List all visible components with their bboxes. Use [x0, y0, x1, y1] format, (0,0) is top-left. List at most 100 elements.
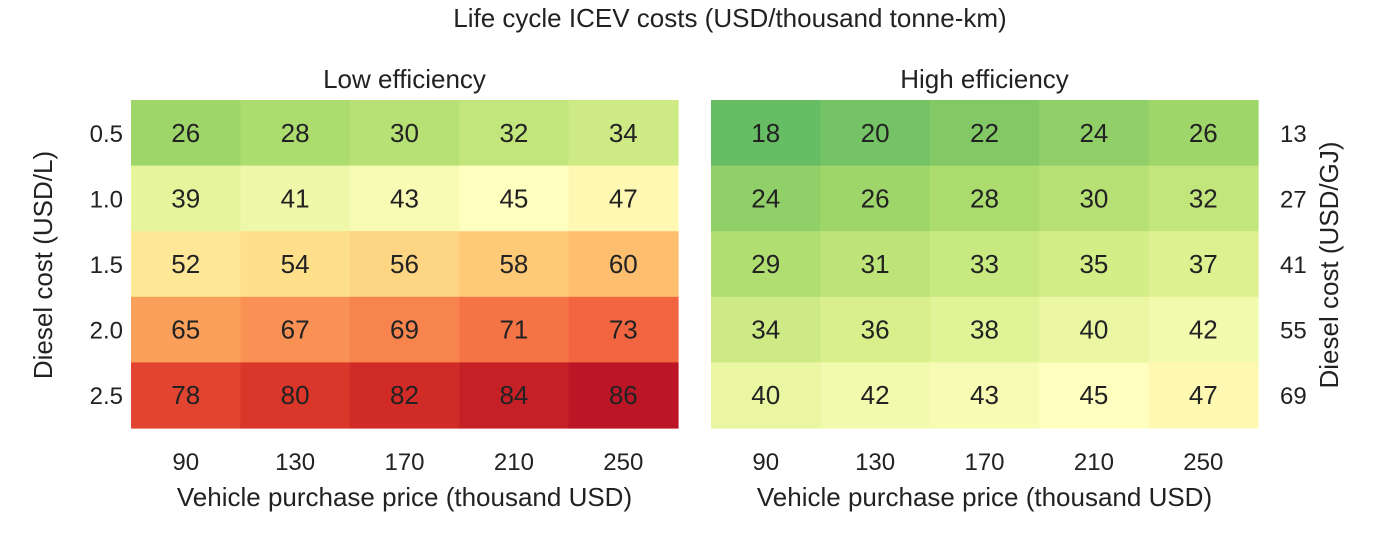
cell-value-label: 60 [609, 249, 638, 279]
heatmap-cell [1039, 296, 1150, 363]
x-tick-label: 170 [964, 449, 1004, 476]
cell-value-label: 43 [970, 380, 999, 410]
x-tick-label: 250 [1183, 449, 1223, 476]
cell-value-label: 24 [1079, 118, 1108, 148]
heatmap-cell [459, 231, 570, 298]
right-y-tick-label: 13 [1280, 121, 1307, 148]
right-y-axis-label: Diesel cost (USD/GJ) [1314, 141, 1344, 388]
heatmap-cell [349, 165, 460, 232]
cell-value-label: 82 [390, 380, 419, 410]
cell-value-label: 42 [861, 380, 890, 410]
cell-value-label: 40 [1079, 315, 1108, 345]
heatmap-cell [1039, 231, 1150, 298]
heatmap-cell [1148, 362, 1259, 429]
left-y-tick-label: 1.5 [90, 252, 123, 279]
cell-value-label: 34 [751, 315, 780, 345]
cell-value-label: 38 [970, 315, 999, 345]
cell-value-label: 43 [390, 183, 419, 213]
cell-value-label: 40 [751, 380, 780, 410]
cell-value-label: 32 [1189, 183, 1218, 213]
heatmap-cell [711, 100, 821, 167]
heatmap-cell [929, 165, 1040, 232]
cell-value-label: 65 [171, 315, 200, 345]
cell-value-label: 42 [1189, 315, 1218, 345]
heatmap-cell [929, 231, 1040, 298]
cell-value-label: 26 [861, 183, 890, 213]
heatmap-cell [349, 100, 460, 167]
cell-value-label: 29 [751, 249, 780, 279]
cell-value-label: 52 [171, 249, 200, 279]
heatmap-cell [240, 231, 351, 298]
x-tick-label: 90 [752, 449, 779, 476]
heatmap-cell [1148, 165, 1259, 232]
left-y-tick-label: 1.0 [90, 186, 123, 213]
cell-value-label: 58 [499, 249, 528, 279]
heatmap-cell [568, 296, 679, 363]
cell-value-label: 26 [171, 118, 200, 148]
heatmap-cell [459, 362, 570, 429]
cell-value-label: 30 [390, 118, 419, 148]
left-y-tick-label: 0.5 [90, 121, 123, 148]
heatmap-cell [820, 100, 931, 167]
heatmap-cell [349, 296, 460, 363]
heatmap-cell [711, 231, 821, 298]
cell-value-label: 18 [751, 118, 780, 148]
cell-value-label: 35 [1079, 249, 1108, 279]
heatmap-cell [711, 362, 821, 429]
heatmap-cell [1039, 165, 1150, 232]
heatmap-cell [459, 296, 570, 363]
heatmap-cell [1039, 362, 1150, 429]
heatmap-cell [131, 362, 241, 429]
heatmap-cell [240, 165, 351, 232]
heatmap-cell [929, 362, 1040, 429]
right-y-tick-label: 69 [1280, 383, 1307, 410]
x-tick-label: 170 [384, 449, 424, 476]
cell-value-label: 84 [499, 380, 528, 410]
cell-value-label: 37 [1189, 249, 1218, 279]
heatmap-cell [131, 296, 241, 363]
cell-value-label: 69 [390, 315, 419, 345]
cell-value-label: 20 [861, 118, 890, 148]
heatmap-cell [131, 100, 241, 167]
cell-value-label: 71 [499, 315, 528, 345]
cell-value-label: 54 [281, 249, 310, 279]
cell-value-label: 33 [970, 249, 999, 279]
cell-value-label: 22 [970, 118, 999, 148]
cell-value-label: 80 [281, 380, 310, 410]
cell-value-label: 32 [499, 118, 528, 148]
panel-title: High efficiency [900, 64, 1069, 94]
heatmap-cell [820, 296, 931, 363]
x-axis-label: Vehicle purchase price (thousand USD) [177, 482, 632, 512]
cell-value-label: 28 [970, 183, 999, 213]
panel-title: Low efficiency [323, 64, 486, 94]
heatmap-cell [820, 362, 931, 429]
cell-value-label: 56 [390, 249, 419, 279]
heatmap-cell [131, 231, 241, 298]
cell-value-label: 31 [861, 249, 890, 279]
cell-value-label: 24 [751, 183, 780, 213]
heatmap-cell [711, 296, 821, 363]
heatmap-cell [349, 362, 460, 429]
cell-value-label: 41 [281, 183, 310, 213]
x-tick-label: 90 [172, 449, 199, 476]
right-y-tick-label: 27 [1280, 186, 1307, 213]
heatmap-cell [929, 100, 1040, 167]
heatmap-cell [568, 231, 679, 298]
heatmap-cell [820, 165, 931, 232]
cell-value-label: 45 [1079, 380, 1108, 410]
heatmap-cell [240, 296, 351, 363]
cell-value-label: 78 [171, 380, 200, 410]
chart-title: Life cycle ICEV costs (USD/thousand tonn… [453, 3, 1006, 33]
x-tick-label: 250 [603, 449, 643, 476]
heatmap-cell [459, 165, 570, 232]
cell-value-label: 36 [861, 315, 890, 345]
panels: Low efficiency 26 28 30 32 34 39 41 43 45 47 52 54 56… [90, 64, 1307, 512]
x-axis-label: Vehicle purchase price (thousand USD) [757, 482, 1212, 512]
right-y-tick-label: 55 [1280, 318, 1307, 345]
x-tick-label: 210 [1074, 449, 1114, 476]
cell-value-label: 39 [171, 183, 200, 213]
left-y-tick-label: 2.5 [90, 383, 123, 410]
heatmap-cell [1148, 296, 1259, 363]
heatmap-cell [929, 296, 1040, 363]
